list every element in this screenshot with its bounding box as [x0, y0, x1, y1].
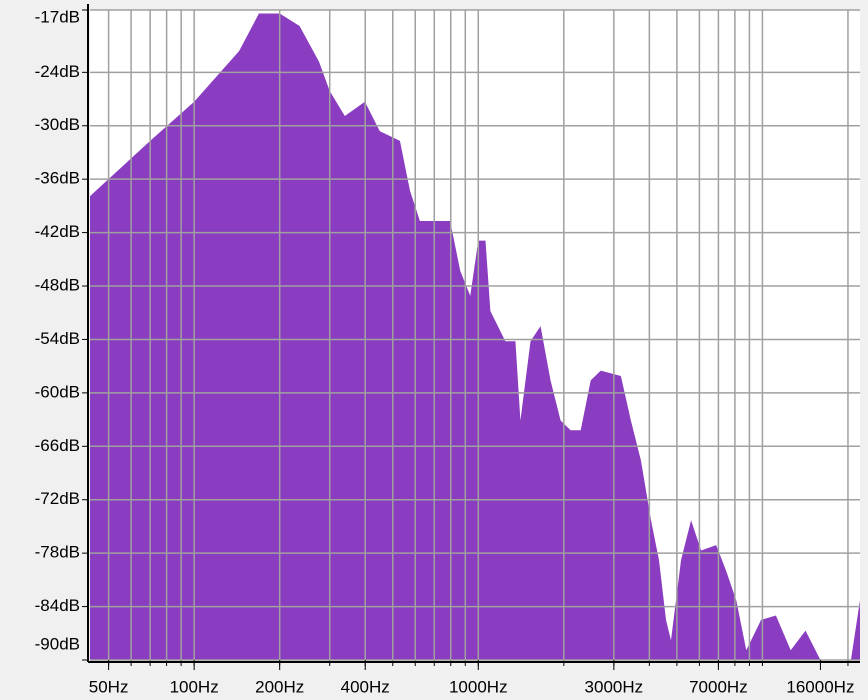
y-tick-label: -36dB	[35, 169, 80, 188]
x-tick-label: 100Hz	[170, 677, 219, 696]
y-tick-label: -84dB	[35, 596, 80, 615]
y-tick-label: -78dB	[35, 543, 80, 562]
x-tick-label: 3000Hz	[585, 677, 644, 696]
y-tick-label: -72dB	[35, 489, 80, 508]
y-tick-label: -24dB	[35, 62, 80, 81]
y-tick-label: -90dB	[35, 634, 80, 653]
x-tick-label: 200Hz	[255, 677, 304, 696]
y-tick-label: -66dB	[35, 436, 80, 455]
x-tick-label: 1000Hz	[449, 677, 508, 696]
y-tick-label: -17dB	[35, 7, 80, 26]
y-tick-label: -42dB	[35, 222, 80, 241]
y-tick-label: -60dB	[35, 382, 80, 401]
spectrum-area	[90, 13, 860, 660]
y-tick-label: -30dB	[35, 115, 80, 134]
y-tick-label: -48dB	[35, 276, 80, 295]
x-tick-label: 7000Hz	[689, 677, 748, 696]
y-tick-label: -54dB	[35, 329, 80, 348]
x-tick-label: 400Hz	[341, 677, 390, 696]
x-tick-label: 16000Hz	[786, 677, 854, 696]
x-tick-label: 50Hz	[89, 677, 129, 696]
